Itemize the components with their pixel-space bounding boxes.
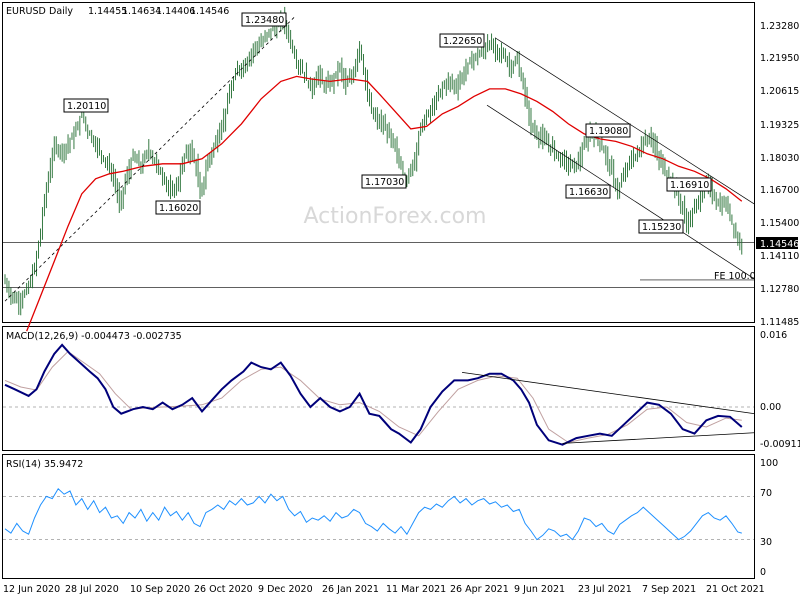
ohlc-close: 1.14546 <box>190 6 229 17</box>
sma-line <box>26 75 743 332</box>
price-label: 1.16630 <box>569 187 608 198</box>
price-axis: 1.23280 1.21950 1.20615 1.19325 1.18030 … <box>760 21 799 328</box>
rsi-layer <box>3 488 754 541</box>
price-reference-lines <box>3 242 754 288</box>
price-tick: 1.23280 <box>760 21 799 32</box>
price-tick: 1.18030 <box>760 153 799 164</box>
price-panel-frame <box>2 2 755 323</box>
macd-trend-line <box>461 371 755 415</box>
macd-tick: -0.009116 <box>760 439 800 450</box>
price-tick: 1.14110 <box>760 251 799 262</box>
time-tick: 9 Dec 2020 <box>258 584 313 595</box>
rsi-tick: 100 <box>760 458 778 469</box>
time-tick: 12 Jun 2020 <box>3 584 60 595</box>
time-tick: 26 Oct 2020 <box>194 584 253 595</box>
ohlc-open: 1.14455 <box>88 6 127 17</box>
price-label: 1.16020 <box>159 203 198 214</box>
macd-tick: 0.016 <box>760 330 787 341</box>
macd-layer <box>3 343 755 446</box>
price-label: 1.20110 <box>67 101 106 112</box>
fe-label: FE 100.0 <box>714 271 756 282</box>
price-annotations: 1.23480 1.22650 1.20110 1.19080 1.17030 … <box>63 12 756 282</box>
rsi-tick: 70 <box>760 488 772 499</box>
ohlc-low: 1.14406 <box>156 6 195 17</box>
current-price-marker: 1.14546 <box>756 237 799 250</box>
price-tick: 1.21950 <box>760 53 799 64</box>
macd-panel-frame <box>2 326 755 451</box>
time-tick: 26 Apr 2021 <box>450 584 509 595</box>
price-tick: 1.20615 <box>760 86 799 97</box>
time-tick: 23 Jul 2021 <box>578 584 632 595</box>
overlays <box>4 16 755 332</box>
price-tick: 1.16700 <box>760 185 799 196</box>
time-tick: 7 Sep 2021 <box>642 584 696 595</box>
symbol-label: EURUSD <box>6 6 46 17</box>
price-label: 1.23480 <box>245 15 284 26</box>
macd-title: MACD(12,26,9) -0.004473 -0.002735 <box>6 331 182 342</box>
time-axis: 12 Jun 2020 28 Jul 2020 10 Sep 2020 26 O… <box>3 584 765 595</box>
price-label: 1.17030 <box>365 177 404 188</box>
time-tick: 26 Jan 2021 <box>322 584 379 595</box>
rsi-title: RSI(14) 35.9472 <box>6 459 83 470</box>
rsi-panel-frame <box>2 454 755 579</box>
current-price-label: 1.14546 <box>760 239 799 250</box>
rsi-line <box>4 488 742 541</box>
channel-lower-line <box>486 104 755 279</box>
time-tick: 9 Jun 2021 <box>514 584 565 595</box>
price-tick: 1.12780 <box>760 284 799 295</box>
time-tick: 10 Sep 2020 <box>130 584 190 595</box>
price-tick: 1.19325 <box>760 120 799 131</box>
price-label: 1.19080 <box>589 126 628 137</box>
macd-main-line <box>4 343 743 446</box>
price-label: 1.22650 <box>443 36 482 47</box>
macd-signal-line <box>4 350 742 444</box>
time-tick: 28 Jul 2020 <box>65 584 119 595</box>
watermark: ActionForex.com <box>304 204 487 229</box>
price-bars <box>4 6 743 316</box>
price-tick: 1.15400 <box>760 218 799 229</box>
rsi-axis: 100 70 30 0 <box>760 458 778 578</box>
rsi-tick: 30 <box>760 537 772 548</box>
time-tick: 11 Mar 2021 <box>386 584 446 595</box>
price-label: 1.15230 <box>642 222 681 233</box>
price-tick: 1.11485 <box>760 317 799 328</box>
time-tick: 21 Oct 2021 <box>706 584 765 595</box>
ohlc-high: 1.14634 <box>122 6 161 17</box>
channel-upper-line <box>494 37 755 205</box>
macd-tick: 0.00 <box>760 402 781 413</box>
timeframe-label: Daily <box>49 6 73 17</box>
trend-line <box>4 16 296 302</box>
rsi-tick: 0 <box>760 567 766 578</box>
macd-trend-line <box>562 432 755 444</box>
macd-axis: 0.016 0.00 -0.009116 <box>760 330 800 450</box>
price-label: 1.16910 <box>670 180 709 191</box>
